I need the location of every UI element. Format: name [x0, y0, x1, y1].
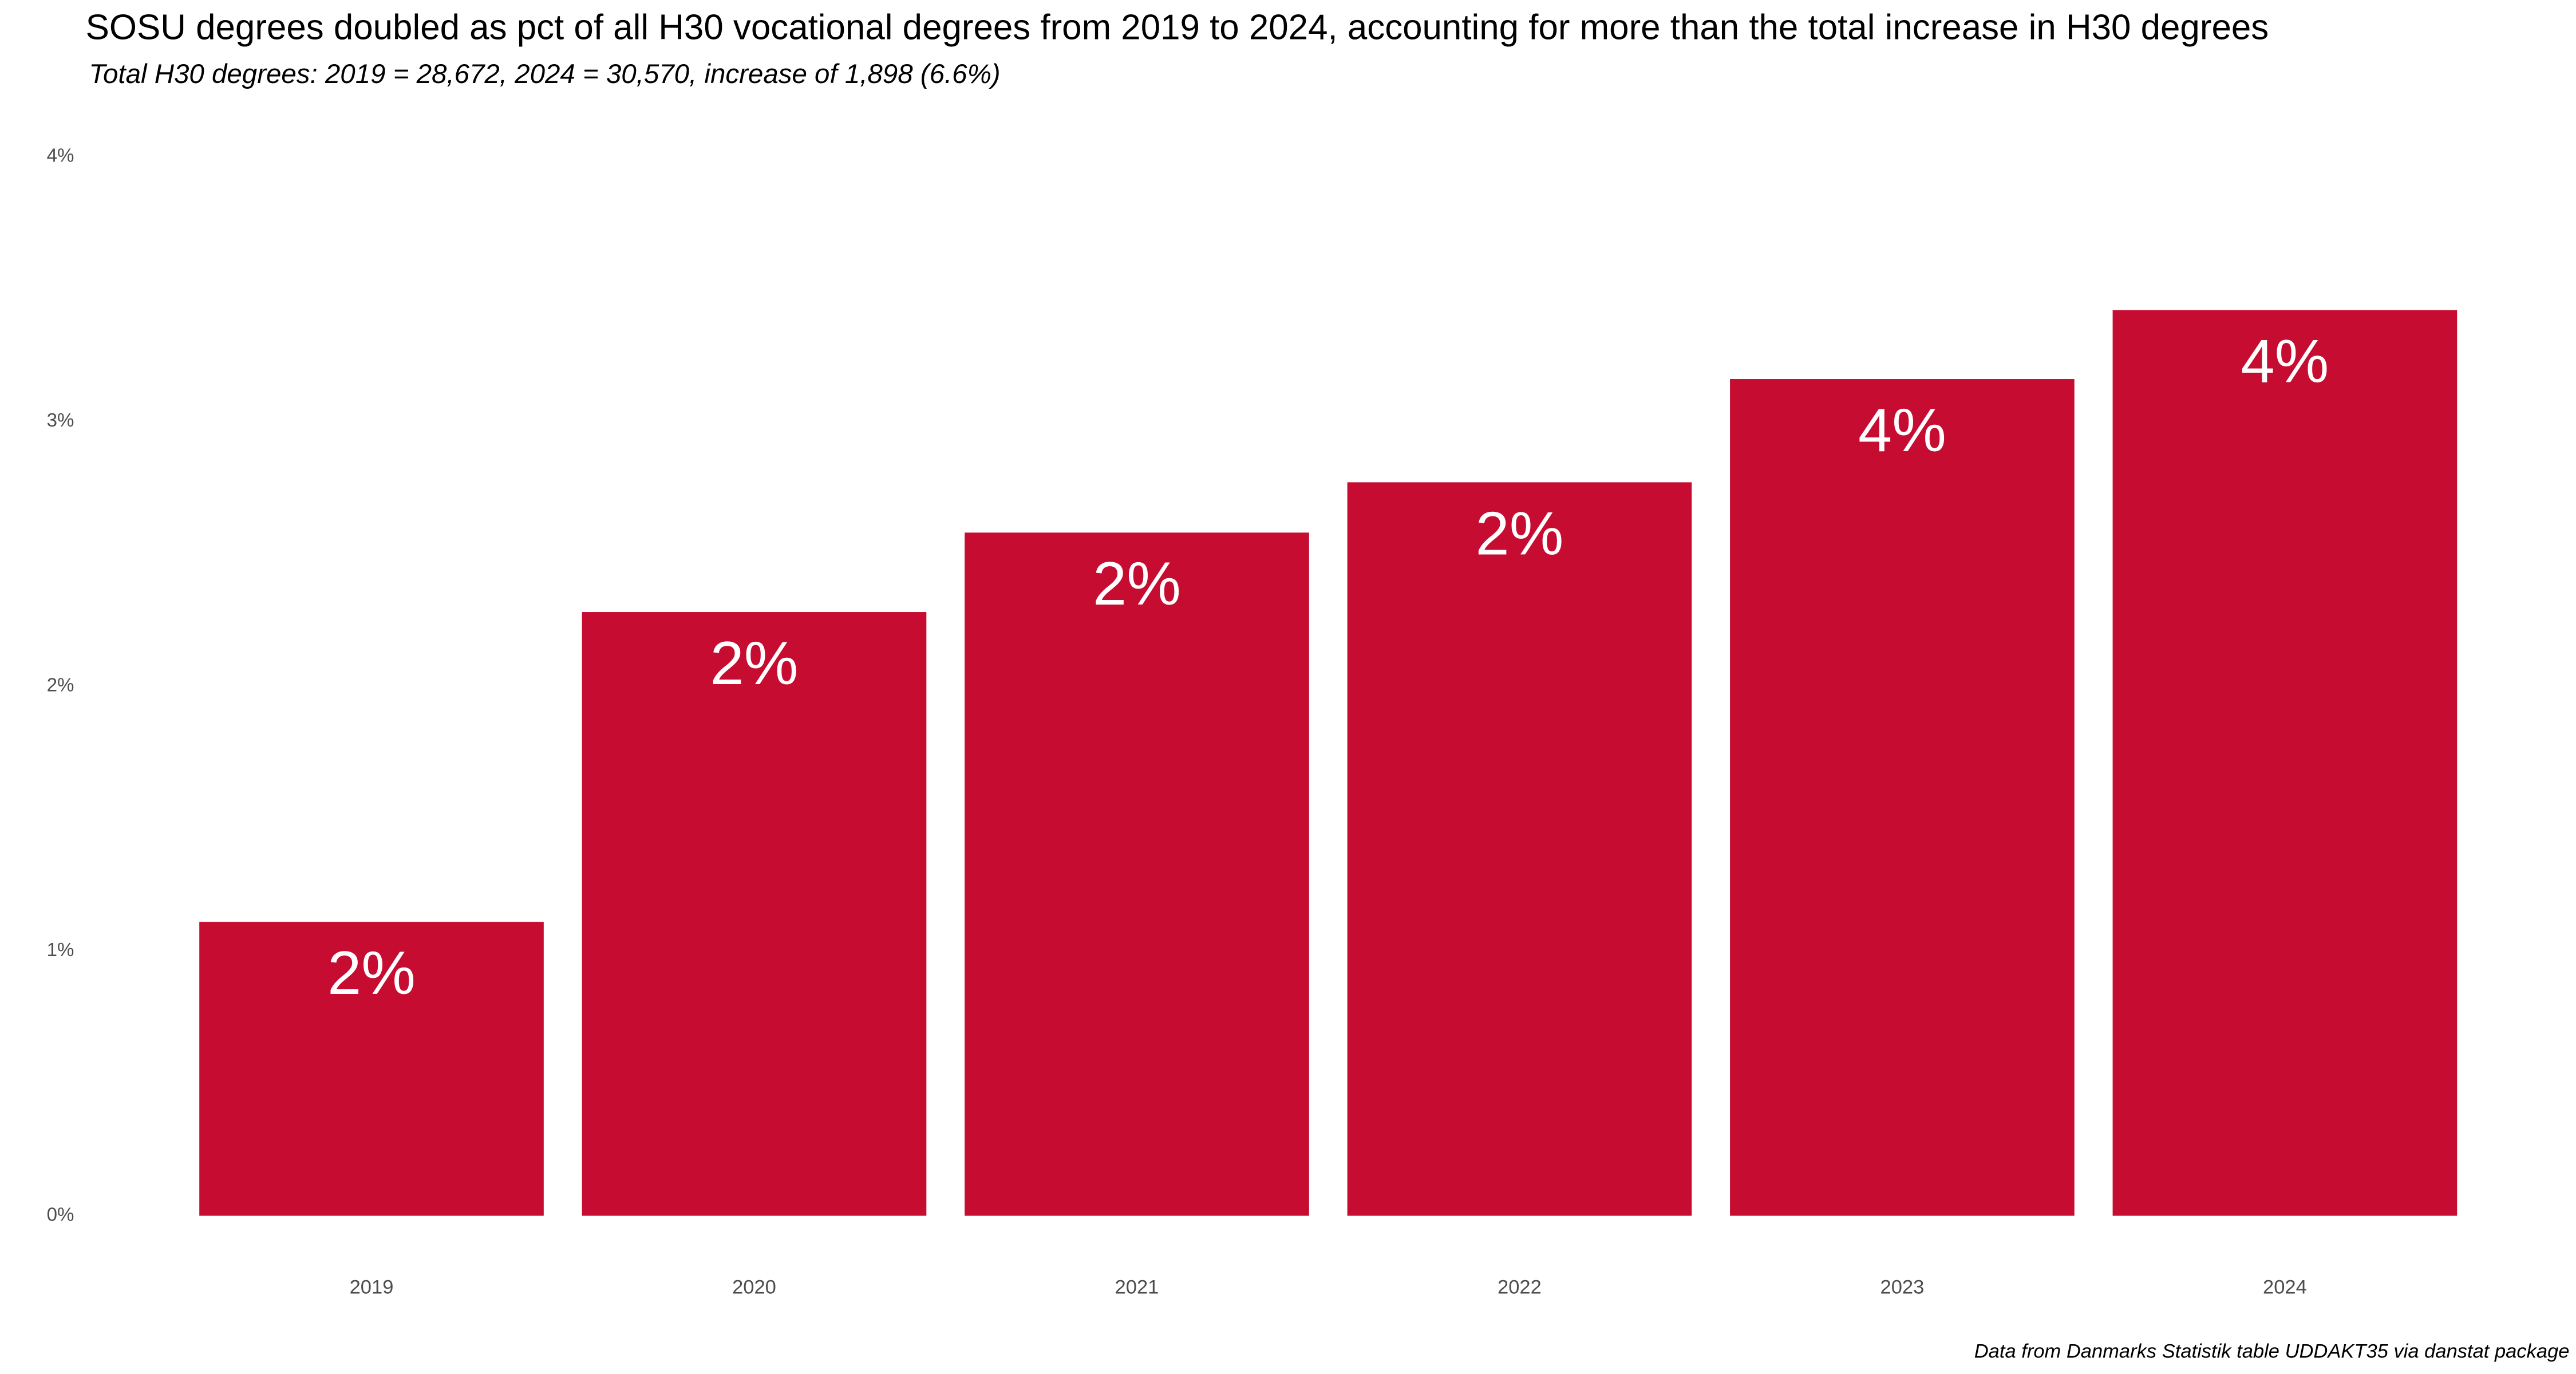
x-tick-label: 2021	[1115, 1276, 1159, 1298]
y-tick-label: 3%	[47, 410, 74, 431]
x-tick-label: 2019	[350, 1276, 394, 1298]
value-label: 2%	[1093, 550, 1181, 618]
bar	[1347, 482, 1692, 1216]
x-tick-label: 2020	[732, 1276, 776, 1298]
x-tick-label: 2024	[2263, 1276, 2307, 1298]
x-tick-label: 2023	[1880, 1276, 1925, 1298]
value-label: 4%	[1858, 396, 1946, 464]
bar	[582, 612, 927, 1216]
bar	[965, 532, 1309, 1216]
value-label: 2%	[1476, 499, 1564, 567]
y-tick-label: 0%	[47, 1204, 74, 1225]
chart-title: SOSU degrees doubled as pct of all H30 v…	[86, 7, 2269, 47]
bar	[2112, 310, 2458, 1216]
y-tick-label: 2%	[47, 674, 74, 696]
x-tick-label: 2022	[1498, 1276, 1542, 1298]
y-tick-label: 1%	[47, 939, 74, 961]
caption: Data from Danmarks Statistik table UDDAK…	[1974, 1341, 2570, 1363]
bar	[1730, 379, 2075, 1216]
value-label: 2%	[710, 629, 799, 697]
y-tick-label: 4%	[47, 145, 74, 166]
bar	[199, 922, 544, 1216]
chart-subtitle: Total H30 degrees: 2019 = 28,672, 2024 =…	[89, 59, 1000, 89]
value-label: 4%	[2241, 327, 2329, 396]
value-label: 2%	[327, 939, 416, 1007]
